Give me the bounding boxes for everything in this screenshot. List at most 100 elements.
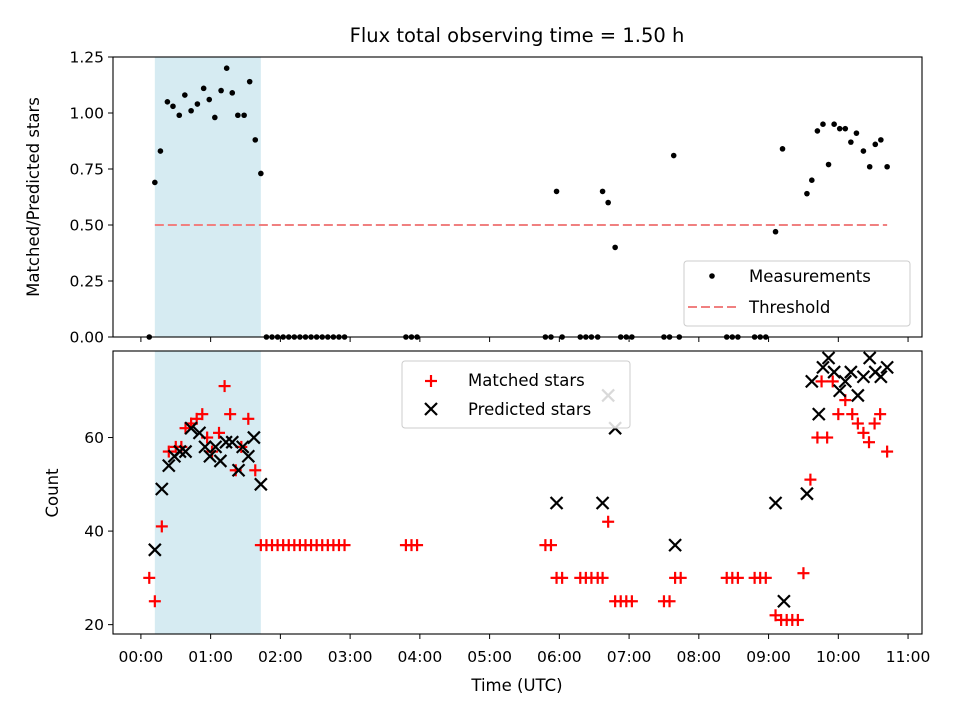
matched-stars-point — [815, 375, 828, 388]
bot-y-tick-label: 20 — [84, 616, 104, 634]
measurements-point — [157, 148, 164, 154]
measurements-point — [229, 90, 236, 96]
predicted-stars-point — [203, 449, 217, 464]
matched-stars-point — [846, 408, 859, 421]
predicted-stars-point — [668, 538, 682, 552]
predicted-stars-point — [231, 463, 246, 478]
measurements-point — [878, 137, 884, 143]
predicted-stars-point — [856, 369, 871, 384]
measurements-point — [152, 179, 158, 186]
legend-measurements-label: Measurements — [749, 267, 871, 286]
x-tick-label: 09:00 — [746, 648, 791, 666]
measurements-point — [842, 125, 849, 132]
matched-stars-point — [544, 539, 557, 552]
measurements-point — [182, 92, 188, 98]
measurements-point — [836, 125, 843, 132]
x-tick-label: 08:00 — [676, 648, 721, 666]
predicted-stars-point — [178, 444, 193, 459]
predicted-stars-point — [816, 360, 830, 375]
measurements-point — [200, 85, 207, 92]
measurements-point — [820, 121, 826, 127]
measurements-point — [831, 121, 837, 127]
x-tick-label: 07:00 — [607, 648, 652, 666]
measurements-point — [164, 99, 171, 105]
x-tick-label: 11:00 — [886, 648, 931, 666]
matched-stars-point — [625, 595, 638, 608]
top-panel: 0.00 0.25 0.50 0.75 1.00 1.25 Matched/Predict… — [24, 49, 923, 347]
matched-stars-point — [862, 436, 875, 449]
measurements-point — [872, 141, 879, 148]
predicted-stars-point — [155, 482, 169, 496]
matched-stars-point — [797, 567, 810, 580]
measurements-point — [223, 65, 230, 71]
matched-stars-point — [249, 464, 262, 477]
measurements-point — [779, 146, 786, 152]
measurements-point — [241, 112, 247, 119]
measurements-point — [252, 137, 259, 143]
top-y-tick-label: 0.00 — [69, 329, 104, 347]
bottom-legend-box — [401, 360, 631, 429]
predicted-stars-point — [777, 594, 791, 609]
measurements-point — [860, 148, 867, 154]
bottom-panel: 20 40 60 00:00 01:00 02:00 03:00 04:00 05:00 06:… — [43, 350, 931, 695]
x-tick-label: 00:00 — [119, 648, 164, 666]
matched-stars-point — [143, 571, 156, 584]
bottom-shaded-span — [154, 351, 261, 634]
matched-stars-point — [596, 571, 609, 584]
predicted-stars-point — [225, 435, 240, 449]
top-x-ticks — [140, 337, 909, 342]
predicted-stars-point — [874, 369, 888, 384]
x-tick-label: 06:00 — [537, 648, 582, 666]
predicted-stars-point — [247, 430, 261, 445]
matched-stars-point — [851, 417, 864, 430]
predicted-stars-point — [768, 496, 783, 510]
top-y-tick-label: 1.00 — [69, 105, 104, 123]
measurements-point — [814, 128, 821, 134]
predicted-stars-point — [208, 440, 223, 454]
predicted-stars-point — [805, 374, 819, 389]
top-legend: Measurements Threshold — [683, 260, 911, 327]
measurements-point — [809, 177, 815, 183]
predicted-stars-point — [235, 440, 250, 454]
measurements-point — [176, 112, 183, 119]
top-chart-title: Flux total observing time = 1.50 h — [350, 24, 685, 47]
top-y-tick-label: 1.25 — [69, 49, 104, 67]
matched-stars-point — [759, 571, 772, 584]
top-y-tick-label: 0.75 — [69, 161, 104, 179]
matched-stars-point — [832, 408, 845, 421]
predicted-stars-point — [827, 365, 841, 379]
predicted-stars-point — [851, 388, 865, 403]
matched-stars-point — [213, 426, 226, 439]
predicted-stars-point — [241, 449, 256, 464]
predicted-stars-point — [862, 351, 877, 365]
predicted-stars-point — [254, 477, 268, 492]
measurements-point — [804, 190, 810, 197]
x-tick-label: 04:00 — [398, 648, 443, 666]
predicted-stars-point — [880, 360, 894, 375]
bot-y-tick-label: 60 — [84, 429, 104, 447]
matched-stars-point — [148, 595, 161, 608]
measurements-point — [206, 96, 213, 103]
measurements-point — [170, 103, 176, 110]
predicted-stars-point — [148, 543, 162, 557]
matched-stars-point — [826, 375, 839, 388]
matched-stars-point — [556, 571, 569, 584]
measurements-point — [853, 130, 860, 136]
bottom-y-axis-label: Count — [43, 468, 62, 518]
measurements-point — [246, 78, 253, 85]
predicted-stars-point — [219, 435, 233, 449]
legend-threshold-label: Threshold — [748, 298, 830, 317]
predicted-stars-point — [838, 374, 853, 389]
measurements-point — [218, 87, 224, 94]
bottom-y-ticks: 20 40 60 — [84, 429, 113, 634]
measurements-point — [235, 112, 241, 119]
matched-stars-point — [602, 515, 615, 528]
measurements-point — [825, 161, 832, 168]
bottom-legend: Matched stars Predicted stars — [401, 360, 631, 429]
bottom-x-ticks: 00:00 01:00 02:00 03:00 04:00 05:00 06:00 07:00… — [119, 634, 931, 666]
top-y-tick-label: 0.50 — [69, 217, 104, 235]
bottom-x-axis-label: Time (UTC) — [470, 676, 562, 695]
predicted-stars-point — [213, 454, 228, 468]
